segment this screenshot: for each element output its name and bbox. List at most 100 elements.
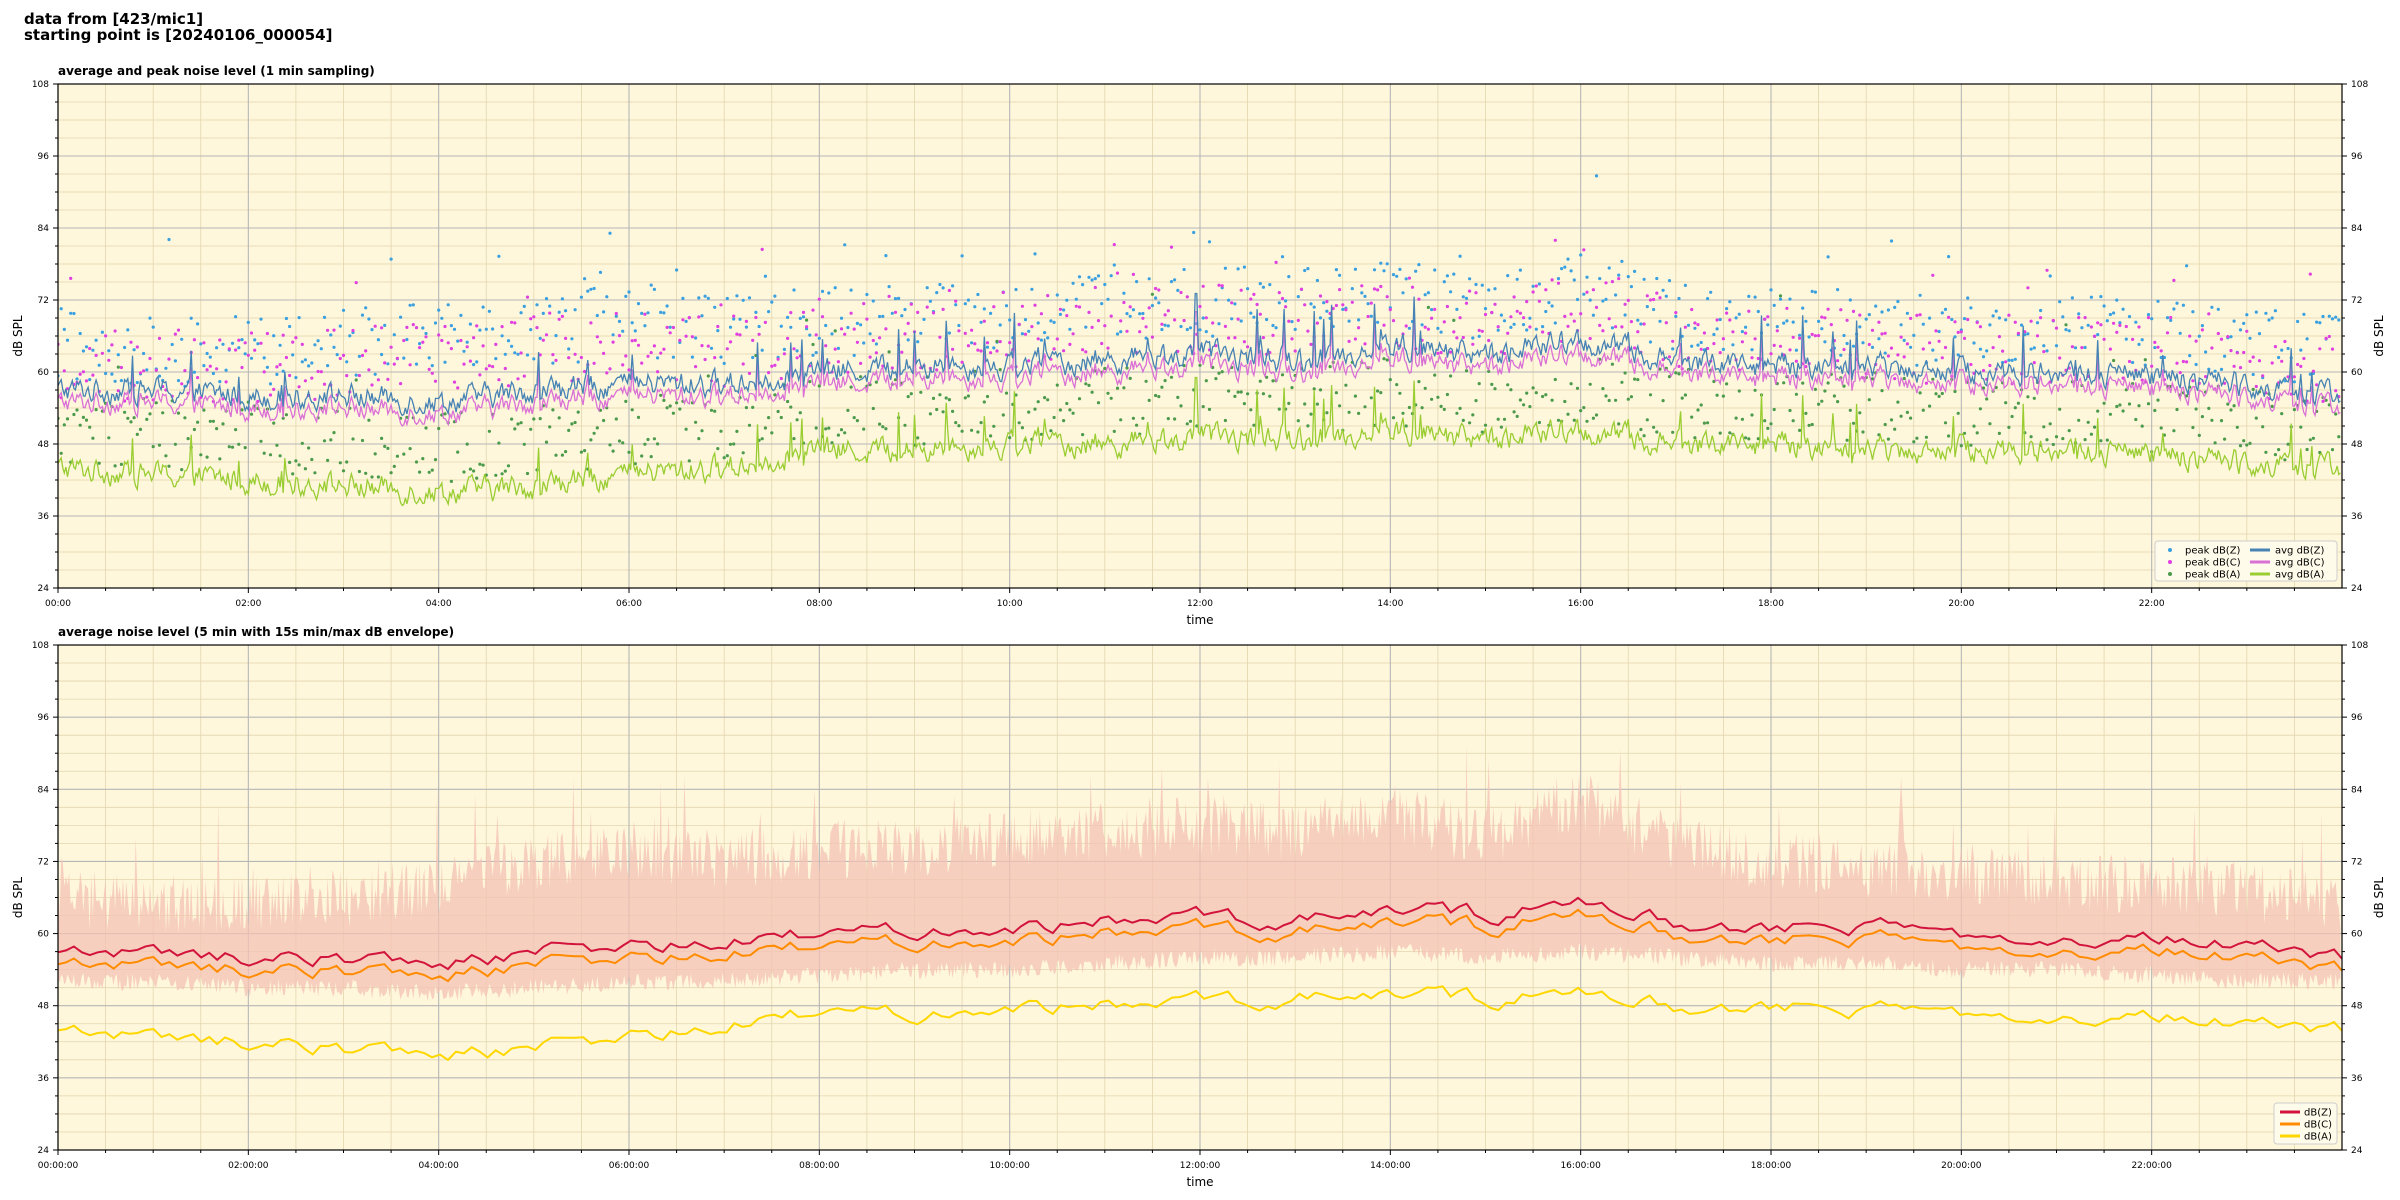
peak-point [1826, 307, 1830, 311]
peak-point [2159, 426, 2163, 430]
peak-point [452, 380, 457, 384]
peak-point [2238, 366, 2243, 370]
peak-point [1598, 323, 1602, 327]
peak-point [1528, 316, 1532, 320]
peak-point [2302, 312, 2306, 316]
peak-point [1477, 328, 1481, 332]
peak-point [1144, 336, 1148, 340]
peak-point [951, 347, 955, 351]
peak-point [2235, 351, 2239, 355]
peak-point [1899, 335, 1903, 339]
peak-point [1014, 393, 1018, 397]
peak-point [2185, 360, 2189, 364]
peak-point [1889, 418, 1894, 422]
peak-point [2283, 458, 2287, 462]
peak-point [180, 337, 184, 341]
peak-point [1772, 343, 1776, 347]
peak-point [1268, 394, 1272, 398]
peak-point [1851, 344, 1856, 348]
peak-point [1160, 385, 1164, 389]
peak-point [1740, 417, 1744, 421]
peak-point [735, 294, 739, 298]
peak-point [2251, 387, 2255, 391]
peak-point [1246, 392, 1250, 396]
peak-point [345, 360, 349, 364]
peak-point [2238, 444, 2243, 448]
peak-point [525, 295, 530, 299]
peak-point [820, 315, 825, 319]
peak-point [367, 368, 371, 372]
peak-point [2175, 407, 2179, 412]
peak-point [1141, 416, 1145, 420]
peak-point [142, 351, 146, 356]
peak-point [1242, 402, 1246, 406]
peak-point [855, 340, 860, 344]
peak-point [1623, 302, 1627, 306]
peak-point [963, 331, 967, 335]
peak-point [1474, 399, 1478, 403]
peak-point [341, 353, 346, 357]
peak-point [849, 311, 853, 315]
peak-point [510, 417, 514, 421]
scatter-series-peak-db-z- [58, 174, 2341, 388]
peak-point [78, 372, 82, 376]
peak-point [129, 420, 133, 424]
peak-point [427, 367, 431, 371]
peak-point [1706, 297, 1710, 301]
peak-point [1131, 308, 1135, 312]
peak-point [62, 369, 66, 373]
peak-point [1937, 339, 1941, 343]
peak-point [1870, 345, 1875, 349]
x-tick-label: 10:00 [997, 599, 1023, 609]
peak-point [433, 458, 438, 462]
peak-point [697, 315, 701, 319]
peak-point [1455, 307, 1459, 311]
scatter-series-peak-db-c- [58, 238, 2341, 404]
peak-point [1550, 278, 1554, 282]
peak-point [494, 357, 498, 361]
peak-point [2229, 349, 2233, 353]
peak-point [1959, 444, 1963, 448]
peak-point [94, 408, 98, 412]
peak-point [1220, 284, 1224, 288]
peak-point [1829, 323, 1833, 327]
peak-point [430, 371, 434, 375]
peak-point [728, 340, 733, 344]
peak-point [1512, 322, 1516, 326]
peak-point [1477, 382, 1481, 386]
peak-point [1103, 366, 1107, 371]
peak-point [1017, 421, 1021, 425]
peak-point [1928, 341, 1932, 345]
peak-point [881, 314, 885, 318]
peak-point [684, 427, 688, 431]
y-tick-label-left: 48 [38, 440, 50, 450]
peak-point [319, 347, 323, 351]
peak-point [211, 371, 215, 376]
peak-point [814, 426, 818, 430]
peak-point [713, 409, 717, 413]
peak-point [1468, 289, 1472, 293]
peak-point [862, 427, 866, 431]
peak-point [1366, 302, 1370, 306]
peak-point [256, 342, 260, 346]
peak-point [1991, 346, 1995, 350]
peak-point [1008, 318, 1012, 322]
peak-point [332, 328, 336, 332]
peak-point [1636, 318, 1640, 322]
peak-point [782, 347, 787, 351]
peak-point [1287, 319, 1291, 323]
peak-point [795, 418, 799, 422]
peak-point [1734, 416, 1738, 420]
peak-point [1867, 342, 1871, 347]
peak-point [611, 340, 615, 344]
peak-point [1725, 382, 1729, 386]
peak-point [1905, 311, 1909, 315]
peak-point [1518, 268, 1522, 272]
peak-point [427, 470, 431, 474]
peak-point [1039, 338, 1043, 342]
peak-point [1185, 422, 1189, 426]
peak-point [249, 412, 254, 416]
peak-point [516, 352, 520, 356]
peak-point [1382, 357, 1386, 361]
peak-point [1553, 238, 1557, 242]
